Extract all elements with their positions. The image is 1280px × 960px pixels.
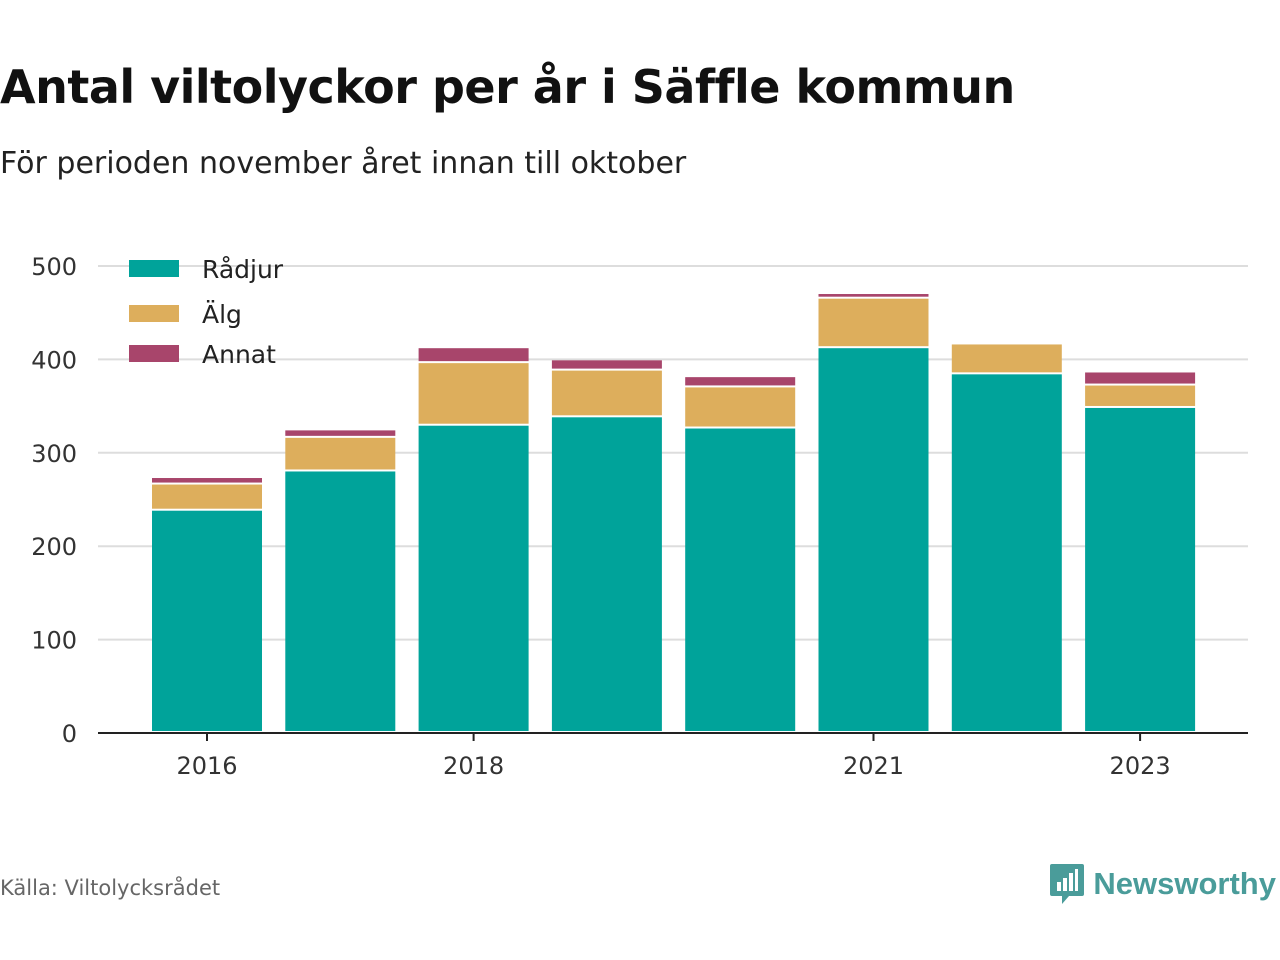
bar-segment-annat: [418, 348, 529, 362]
brand-name: Newsworthy: [1093, 866, 1276, 901]
bar-segment-rådjur: [285, 471, 396, 731]
bar-segment-annat: [1085, 372, 1196, 384]
grid-lines: [98, 265, 1248, 641]
bar-segment-rådjur: [551, 417, 662, 731]
bar-segment-älg: [418, 363, 529, 424]
y-tick-label: 200: [31, 533, 77, 561]
x-tick-label: 2016: [176, 752, 237, 780]
legend: Rådjur Älg Annat: [129, 255, 284, 369]
bar-segment-älg: [685, 387, 796, 427]
source-note: Källa: Viltolycksrådet: [0, 876, 221, 900]
bar-segment-älg: [951, 344, 1062, 373]
bar-segment-rådjur: [951, 374, 1062, 731]
bar-segment-rådjur: [685, 428, 796, 731]
y-tick-label: 100: [31, 627, 77, 655]
newsworthy-logo-icon: [1050, 864, 1085, 904]
x-tick-label: 2023: [1110, 752, 1171, 780]
legend-swatch-annat: [129, 345, 179, 362]
chart-subtitle: För perioden november året innan till ok…: [0, 146, 687, 181]
y-tick-label: 0: [62, 720, 77, 748]
x-tick-label: 2021: [843, 752, 904, 780]
x-tick-label: 2018: [443, 752, 504, 780]
bar-segment-älg: [152, 484, 262, 509]
bar-segment-rådjur: [418, 425, 529, 731]
bars: [152, 294, 1196, 731]
bar-segment-älg: [818, 298, 929, 347]
legend-label: Annat: [202, 340, 276, 369]
bar-segment-annat: [285, 430, 396, 436]
y-tick-label: 400: [31, 346, 77, 374]
legend-label: Älg: [202, 300, 242, 329]
y-tick-label: 300: [31, 440, 77, 468]
x-axis: 2016 2018 2021 2023: [98, 732, 1248, 780]
stacked-bar-chart: 0 100 200 300 400 500 2016 2018 2021 2023 Rådjur…: [31, 253, 1248, 780]
bar-segment-annat: [818, 294, 929, 297]
chart-title: Antal viltolyckor per år i Säffle kommun: [0, 60, 1015, 114]
bar-segment-annat: [685, 377, 796, 386]
bar-segment-älg: [285, 437, 396, 470]
legend-swatch-älg: [129, 305, 179, 322]
y-tick-label: 500: [31, 253, 77, 281]
bar-segment-älg: [551, 370, 662, 416]
legend-label: Rådjur: [202, 255, 284, 284]
bar-segment-rådjur: [1085, 407, 1196, 731]
bar-segment-annat: [152, 478, 262, 483]
bar-segment-älg: [1085, 385, 1196, 406]
bar-segment-annat: [551, 360, 662, 369]
bar-segment-rådjur: [818, 348, 929, 731]
y-axis-ticks: 0 100 200 300 400 500: [31, 253, 77, 748]
legend-swatch-rådjur: [129, 260, 179, 277]
brand: Newsworthy: [1049, 862, 1276, 906]
bar-segment-rådjur: [152, 510, 262, 731]
